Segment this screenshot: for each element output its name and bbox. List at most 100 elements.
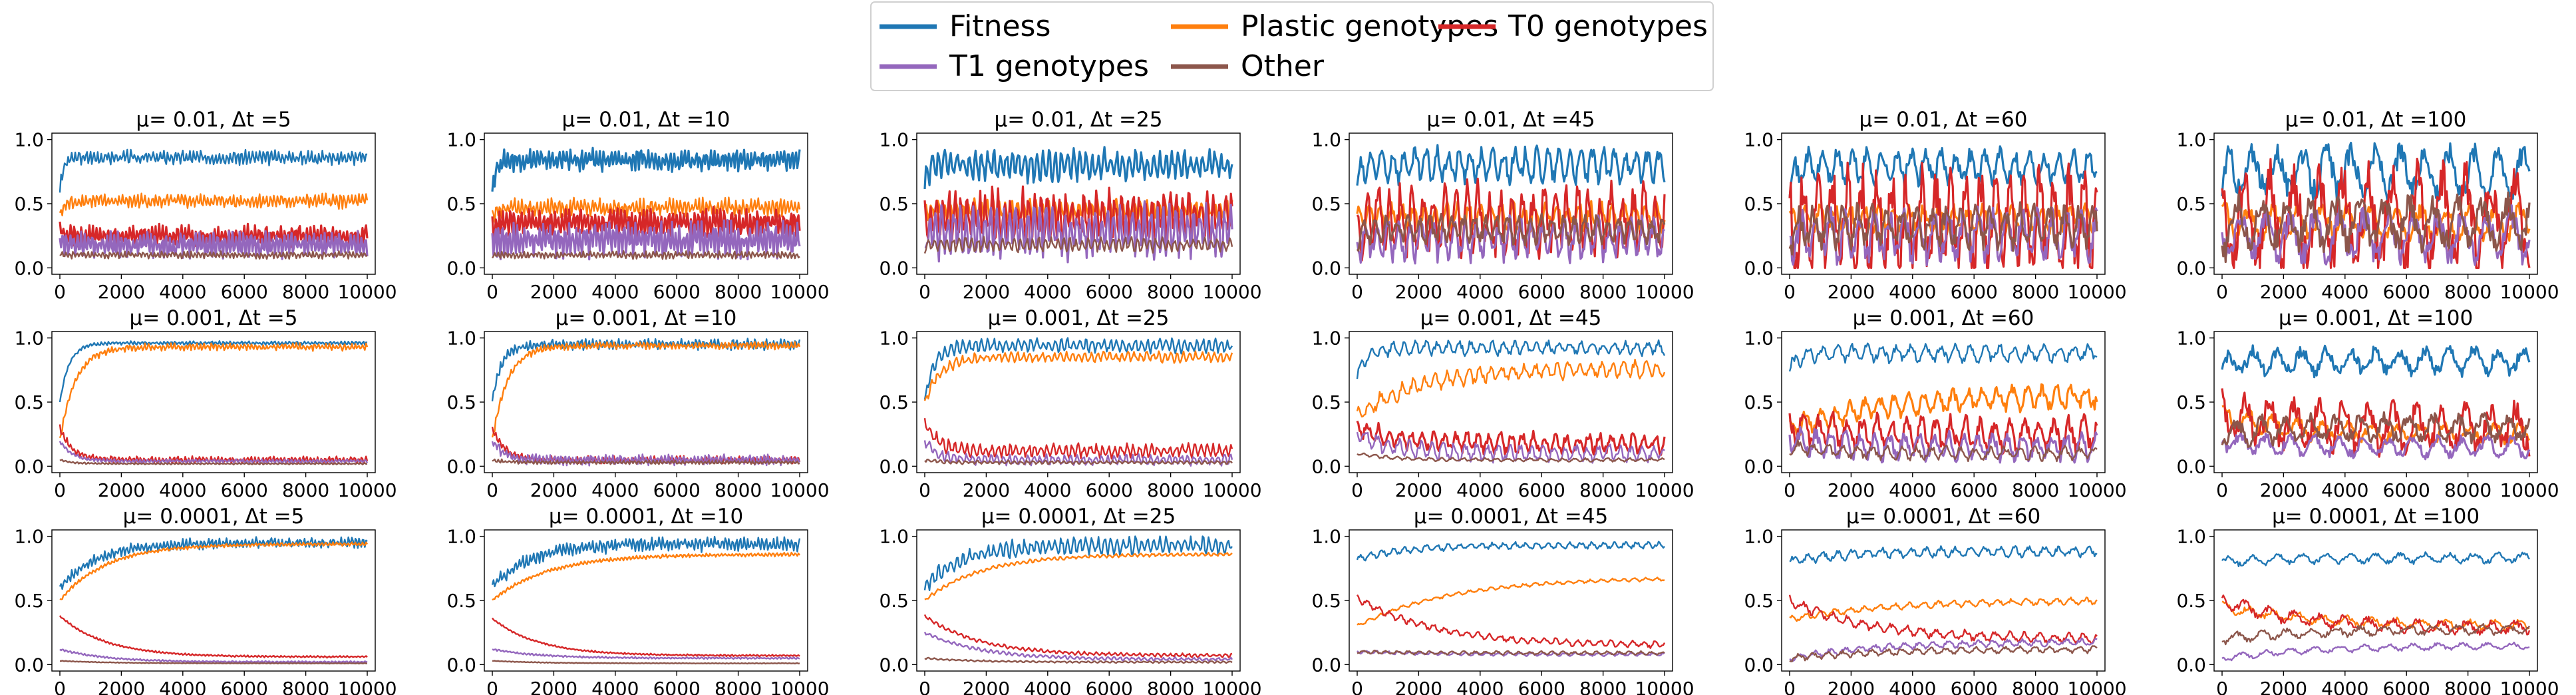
subplot-frame: [916, 529, 1241, 672]
series-line-t1-genotypes: [492, 648, 800, 660]
x-tick-label: 2000: [2260, 678, 2307, 695]
series-line-fitness: [1788, 145, 2098, 198]
x-tick-label: 6000: [1086, 479, 1133, 501]
y-tick-label: 0.5: [879, 590, 909, 612]
x-tick-label: 8000: [282, 281, 329, 303]
series-line-t1-genotypes: [59, 441, 369, 464]
x-tick-label: 6000: [653, 281, 701, 303]
series-line-other: [1789, 439, 2098, 463]
subplot-title: μ= 0.001, Δt =60: [1853, 306, 2034, 330]
series-line-other: [924, 459, 1233, 465]
x-tick-label: 4000: [1456, 281, 1504, 303]
series-line-fitness: [1788, 342, 2098, 372]
y-tick-label: 1.0: [446, 129, 476, 151]
subplot-16: μ= 0.0001, Δt =45 0.0 0.5 1.0 0 2000 4000 6000 8…: [1311, 505, 1694, 695]
series-line-other: [1356, 212, 1666, 252]
series-line-plastic-genotypes: [1789, 596, 2098, 622]
y-tick-label: 1.0: [1744, 129, 1774, 151]
x-tick-label: 6000: [1086, 281, 1133, 303]
series-line-other: [59, 459, 368, 466]
y-tick-label: 0.5: [1744, 193, 1774, 215]
series-line-t1-genotypes: [1789, 205, 2098, 267]
series-line-t0-genotypes: [2221, 594, 2531, 636]
x-tick-label: 4000: [1024, 678, 1071, 695]
y-tick-label: 1.0: [14, 129, 44, 151]
x-tick-label: 0: [1351, 479, 1363, 501]
x-tick-label: 2000: [963, 479, 1010, 501]
x-tick-label: 10000: [337, 479, 397, 501]
x-tick-label: 10000: [2499, 678, 2559, 695]
y-tick-label: 0.0: [879, 257, 909, 279]
series-line-fitness: [2221, 141, 2531, 203]
subplot-13: μ= 0.0001, Δt =5 0.0 0.5 1.0 0 2000 4000 6000 80…: [14, 505, 397, 695]
x-tick-label: 2000: [530, 281, 577, 303]
x-tick-label: 10000: [770, 281, 829, 303]
x-tick-label: 2000: [963, 678, 1010, 695]
y-tick-label: 1.0: [2176, 328, 2206, 349]
subplot-1: μ= 0.01, Δt =5 0.0 0.5 1.0 0 2000 4000 6000 8000…: [14, 108, 397, 303]
x-tick-label: 2000: [530, 479, 577, 501]
series-line-t1-genotypes: [2221, 431, 2531, 461]
subplot-title: μ= 0.001, Δt =10: [556, 306, 737, 330]
x-tick-label: 4000: [1889, 479, 1936, 501]
x-tick-label: 4000: [1456, 479, 1504, 501]
x-tick-label: 0: [486, 479, 498, 501]
x-tick-label: 8000: [1579, 281, 1627, 303]
x-tick-label: 10000: [1635, 678, 1694, 695]
x-tick-label: 0: [486, 678, 498, 695]
x-tick-label: 4000: [591, 678, 639, 695]
series-line-plastic-genotypes: [491, 341, 801, 438]
series-line-fitness: [1789, 545, 2098, 565]
x-tick-label: 10000: [337, 281, 397, 303]
y-tick-label: 0.5: [14, 193, 44, 215]
series-line-t1-genotypes: [923, 631, 1233, 662]
y-tick-label: 0.0: [2176, 654, 2206, 676]
x-tick-label: 2000: [98, 479, 145, 501]
x-tick-label: 0: [919, 281, 931, 303]
series-line-other: [1788, 201, 2098, 256]
series-line-other: [492, 660, 800, 665]
y-tick-label: 1.0: [2176, 526, 2206, 548]
y-tick-label: 0.5: [1311, 193, 1341, 215]
x-tick-label: 2000: [1395, 479, 1442, 501]
series-line-other: [2221, 191, 2531, 264]
x-tick-label: 4000: [591, 479, 639, 501]
x-tick-label: 6000: [1518, 479, 1565, 501]
x-tick-label: 2000: [2260, 479, 2307, 501]
x-tick-label: 6000: [2383, 479, 2430, 501]
y-tick-label: 0.5: [2176, 193, 2206, 215]
y-tick-label: 0.5: [879, 391, 909, 413]
x-tick-label: 2000: [1828, 678, 1875, 695]
x-tick-label: 0: [54, 479, 66, 501]
subplot-frame: [51, 529, 376, 672]
x-tick-label: 8000: [1579, 479, 1627, 501]
y-tick-label: 1.0: [1311, 129, 1341, 151]
y-tick-label: 1.0: [14, 526, 44, 548]
subplot-title: μ= 0.01, Δt =45: [1427, 108, 1595, 132]
subplot-15: μ= 0.0001, Δt =25 0.0 0.5 1.0 0 2000 4000 6000 8…: [879, 505, 1261, 695]
x-tick-label: 6000: [221, 281, 268, 303]
x-tick-label: 4000: [159, 479, 206, 501]
y-tick-label: 0.0: [1744, 455, 1774, 477]
subplot-title: μ= 0.001, Δt =45: [1420, 306, 1602, 330]
subplot-6: μ= 0.01, Δt =100 0.0 0.5 1.0 0 2000 4000 6000 80…: [2176, 108, 2559, 303]
y-tick-label: 0.0: [2176, 455, 2206, 477]
x-tick-label: 0: [1784, 479, 1796, 501]
y-tick-label: 0.0: [1744, 654, 1774, 676]
x-tick-label: 6000: [221, 678, 268, 695]
series-line-other: [2221, 623, 2531, 646]
series-line-t1-genotypes: [59, 648, 368, 664]
series-line-plastic-genotypes: [1357, 577, 1665, 626]
subplot-3: μ= 0.01, Δt =25 0.0 0.5 1.0 0 2000 4000 6000 800…: [879, 108, 1261, 303]
series-line-fitness: [491, 535, 801, 588]
subplot-title: μ= 0.0001, Δt =10: [549, 505, 743, 529]
x-tick-label: 0: [2216, 678, 2228, 695]
y-tick-label: 1.0: [14, 328, 44, 349]
subplot-frame: [484, 529, 808, 672]
x-tick-label: 0: [2216, 479, 2228, 501]
y-tick-label: 0.0: [446, 257, 476, 279]
series-line-t1-genotypes: [59, 230, 369, 260]
x-tick-label: 4000: [591, 281, 639, 303]
y-tick-label: 1.0: [1311, 526, 1341, 548]
series-line-plastic-genotypes: [59, 342, 369, 439]
